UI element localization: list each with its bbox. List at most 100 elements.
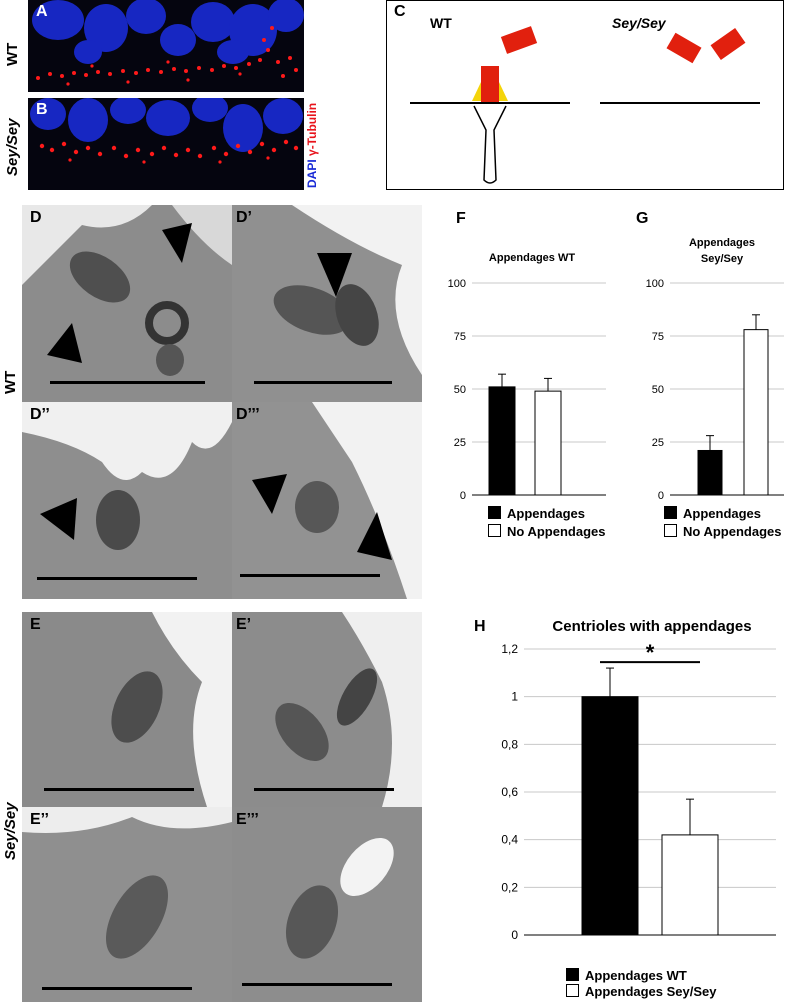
- row-label-sey-em: Sey/Sey: [2, 802, 19, 860]
- em-panel-e1: [232, 612, 422, 807]
- y-tick-label: 1,2: [501, 642, 518, 656]
- em-panel-d: [22, 205, 232, 402]
- dapi-label: DAPI: [305, 159, 319, 188]
- y-tick-label: 0,8: [501, 737, 518, 751]
- y-tick-label: 50: [454, 384, 466, 396]
- legend-h-sey: Appendages Sey/Sey: [566, 984, 717, 999]
- legend-label: Appendages WT: [585, 968, 687, 983]
- legend-swatch-black: [664, 506, 677, 519]
- legend-swatch-black: [488, 506, 501, 519]
- legend-label: No Appendages: [507, 524, 606, 539]
- em-panel-d3: [232, 402, 422, 599]
- legend-g-appendages: Appendages: [664, 506, 761, 521]
- em-panel-d1: [232, 205, 422, 402]
- chart-title: Appendages WT: [489, 252, 575, 264]
- scale-bar: [254, 788, 394, 791]
- significance-star: *: [646, 640, 655, 665]
- y-tick-label: 0: [460, 490, 466, 502]
- chart-title: Sey/Sey: [701, 253, 744, 265]
- panel-label-d: D: [30, 209, 42, 226]
- arrowhead-4: [40, 498, 77, 540]
- cilium-shape: [473, 105, 507, 184]
- bar-white: [743, 329, 769, 496]
- panel-label-e3: E’’’: [236, 811, 259, 828]
- schematic-panel-c: [386, 0, 784, 190]
- y-tick-label: 0: [658, 490, 664, 502]
- y-tick-label: 50: [652, 384, 664, 396]
- panel-label-c: C: [394, 3, 406, 20]
- wt-mother-centriole: [481, 66, 499, 102]
- legend-swatch-black: [566, 968, 579, 981]
- sey-centriole-1: [666, 32, 702, 64]
- legend-label: No Appendages: [683, 524, 782, 539]
- chart-f: Appendages WT 0 25 50 75 100: [448, 252, 606, 502]
- scale-bar: [240, 574, 380, 577]
- appendage-triangles: [472, 82, 481, 101]
- legend-f-appendages: Appendages: [488, 506, 585, 521]
- schematic-sey-label: Sey/Sey: [612, 15, 666, 31]
- bar-black: [488, 386, 516, 496]
- row-label-sey-fluo: Sey/Sey: [4, 118, 21, 176]
- legend-f-no-appendages: No Appendages: [488, 524, 605, 539]
- y-tick-label: 0,6: [501, 785, 518, 799]
- y-tick-label: 0: [511, 928, 518, 942]
- y-tick-label: 100: [448, 278, 466, 290]
- chart-g: Appendages Sey/Sey 0 25 50 75 100: [646, 237, 784, 502]
- em-panel-e2: [22, 807, 232, 1002]
- arrowhead-5: [252, 474, 287, 514]
- y-tick-label: 0,4: [501, 833, 518, 847]
- panel-label-b: B: [36, 101, 48, 118]
- scale-bar: [50, 381, 205, 384]
- schematic-wt-label: WT: [430, 15, 452, 31]
- bar-black: [697, 449, 723, 496]
- scale-bar: [44, 788, 194, 791]
- panel-label-e2: E’’: [30, 811, 49, 828]
- y-tick-label: 1: [511, 690, 518, 704]
- em-panel-d2: [22, 402, 232, 599]
- y-tick-label: 25: [454, 437, 466, 449]
- y-tick-label: 100: [646, 278, 664, 290]
- y-tick-label: 0,2: [501, 880, 518, 894]
- panel-label-f: F: [456, 210, 466, 227]
- sey-centriole-2: [710, 28, 746, 60]
- panel-label-a: A: [36, 3, 48, 20]
- arrowhead-2: [47, 323, 82, 363]
- chart-title: Centrioles with appendages: [552, 618, 751, 635]
- panel-label-g: G: [636, 210, 649, 227]
- arrowhead-3: [317, 253, 352, 297]
- arrowhead-6: [357, 512, 392, 560]
- bar-white: [534, 390, 562, 496]
- legend-g-no-appendages: No Appendages: [664, 524, 781, 539]
- panel-label-d3: D’’’: [236, 406, 260, 423]
- y-tick-label: 25: [652, 437, 664, 449]
- scale-bar: [42, 987, 192, 990]
- bar-white: [661, 834, 719, 936]
- legend-swatch-white: [566, 984, 579, 997]
- scale-bar: [37, 577, 197, 580]
- legend-label: Appendages Sey/Sey: [585, 984, 717, 999]
- legend-h-wt: Appendages WT: [566, 968, 687, 983]
- legend-label: Appendages: [683, 506, 762, 521]
- chart-title: Appendages: [689, 237, 755, 249]
- wt-daughter-centriole: [500, 26, 538, 54]
- em-panel-e: [22, 612, 232, 807]
- row-label-wt-fluo: WT: [4, 42, 21, 66]
- arrowhead-1: [162, 223, 192, 263]
- bar-black: [581, 696, 639, 936]
- chart-h: Centrioles with appendages 0 0,2 0,4 0,6 0,8 1…: [501, 618, 776, 942]
- y-tick-label: 75: [652, 331, 664, 343]
- legend-swatch-white: [488, 524, 501, 537]
- y-tick-label: 75: [454, 331, 466, 343]
- legend-label: Appendages: [507, 506, 586, 521]
- panel-label-e1: E’: [236, 616, 252, 633]
- legend-swatch-white: [664, 524, 677, 537]
- row-label-wt-em: WT: [2, 370, 19, 394]
- scale-bar: [254, 381, 392, 384]
- scale-bar: [242, 983, 392, 986]
- tubulin-label: γ-Tubulin: [305, 102, 319, 156]
- fluorescence-panel-b: [28, 98, 304, 190]
- panel-label-d1: D’: [236, 209, 252, 226]
- panel-label-h: H: [474, 618, 486, 635]
- stain-legend: DAPI γ-Tubulin: [305, 103, 319, 188]
- panel-label-d2: D’’: [30, 406, 50, 423]
